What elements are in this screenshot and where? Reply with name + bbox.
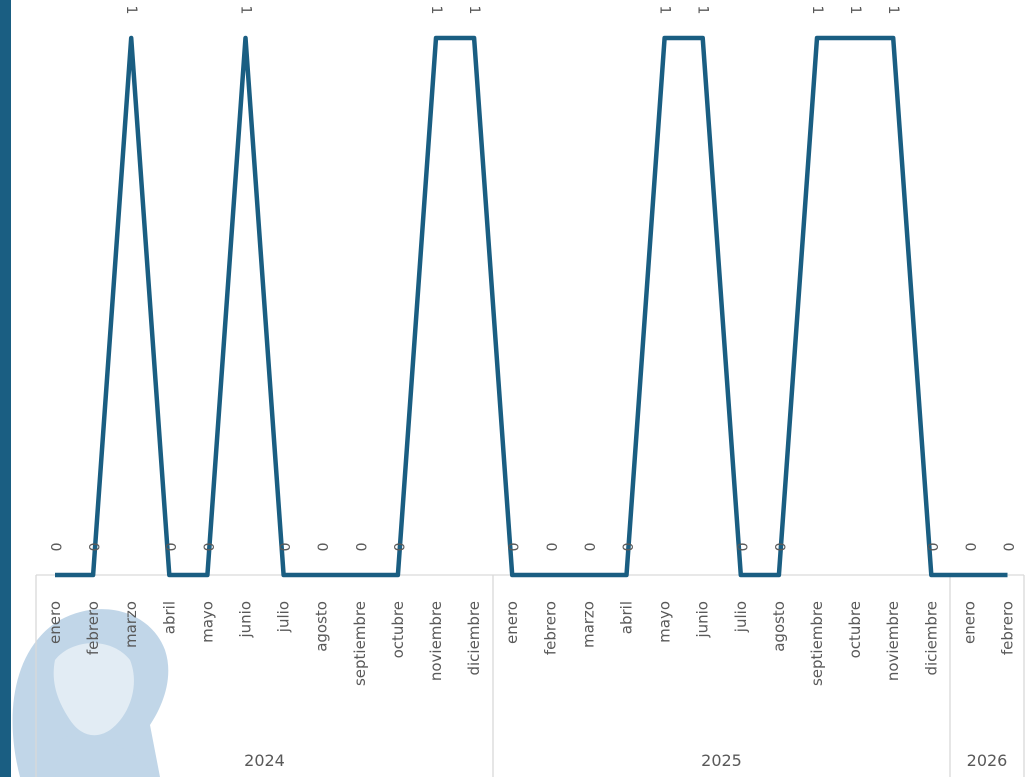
month-tick-label: septiembre xyxy=(351,601,369,686)
month-tick-label: julio xyxy=(732,601,750,633)
data-label: 1 xyxy=(428,6,444,15)
month-tick-label: junio xyxy=(237,601,255,639)
month-tick-label: noviembre xyxy=(884,601,902,681)
month-tick-label: diciembre xyxy=(465,601,483,676)
series-line xyxy=(55,35,1008,578)
data-label: 0 xyxy=(733,543,749,552)
data-label: 1 xyxy=(123,6,139,15)
month-tick-label: mayo xyxy=(198,601,216,643)
month-tick-label: febrero xyxy=(84,601,102,655)
data-label: 1 xyxy=(466,6,482,15)
data-label: 0 xyxy=(390,543,406,552)
year-label: 2024 xyxy=(244,751,285,770)
data-label: 0 xyxy=(961,543,977,552)
month-tick-label: octubre xyxy=(389,601,407,658)
month-tick-label: noviembre xyxy=(427,601,445,681)
month-tick-label: agosto xyxy=(770,601,788,652)
year-group-labels: 2024 2025 2026 xyxy=(244,751,1007,770)
month-tick-label: mayo xyxy=(656,601,674,643)
data-label: 1 xyxy=(657,6,673,15)
series-layer xyxy=(55,35,1008,578)
year-label: 2025 xyxy=(701,751,742,770)
data-label: 0 xyxy=(161,543,177,552)
month-tick-label: enero xyxy=(503,601,521,644)
month-tick-label: enero xyxy=(46,601,64,644)
data-labels: 0 0 1 0 0 1 0 0 0 0 1 1 0 0 0 0 1 1 0 0 1 1 1 0 0 0 xyxy=(47,6,1016,552)
data-label: 0 xyxy=(314,543,330,552)
left-accent-strip xyxy=(0,0,11,777)
year-label: 2026 xyxy=(967,751,1008,770)
month-tick-label: enero xyxy=(960,601,978,644)
month-tick-label: agosto xyxy=(313,601,331,652)
month-tick-label: marzo xyxy=(579,601,597,648)
month-tick-label: abril xyxy=(618,601,636,634)
data-label: 0 xyxy=(542,543,558,552)
month-tick-label: julio xyxy=(275,601,293,633)
data-label: 0 xyxy=(199,543,215,552)
data-label: 0 xyxy=(619,543,635,552)
data-label: 0 xyxy=(580,543,596,552)
data-label: 0 xyxy=(771,543,787,552)
month-tick-label: abril xyxy=(160,601,178,634)
month-tick-labels: enero febrero marzo abril mayo junio julio agos… xyxy=(46,601,1017,686)
data-label: 0 xyxy=(504,543,520,552)
data-label: 1 xyxy=(809,6,825,15)
month-tick-label: junio xyxy=(694,601,712,639)
category-axis xyxy=(35,574,1025,777)
data-label: 0 xyxy=(923,543,939,552)
watermark-figure xyxy=(12,609,169,777)
data-label: 0 xyxy=(85,543,101,552)
month-tick-label: octubre xyxy=(846,601,864,658)
data-label: 0 xyxy=(47,543,63,552)
data-label: 0 xyxy=(276,543,292,552)
data-label: 0 xyxy=(352,543,368,552)
month-tick-label: septiembre xyxy=(808,601,826,686)
month-tick-label: febrero xyxy=(541,601,559,655)
data-label: 0 xyxy=(1000,543,1016,552)
month-tick-label: diciembre xyxy=(922,601,940,676)
month-tick-label: marzo xyxy=(122,601,140,648)
data-label: 1 xyxy=(847,6,863,15)
month-tick-label: febrero xyxy=(999,601,1017,655)
data-label: 1 xyxy=(885,6,901,15)
data-label: 1 xyxy=(238,6,254,15)
data-label: 1 xyxy=(695,6,711,15)
